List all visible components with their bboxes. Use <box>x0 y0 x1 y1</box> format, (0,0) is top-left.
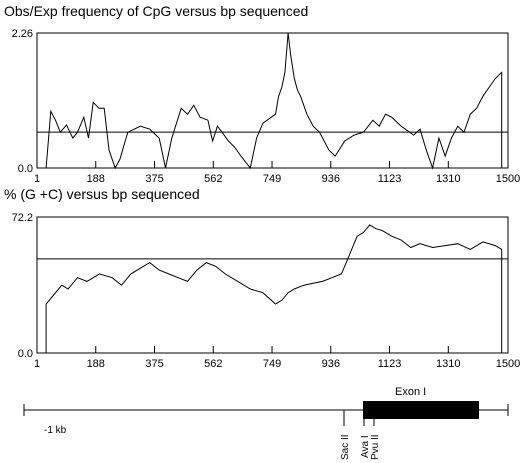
chart2-xtick-label: 749 <box>263 358 281 370</box>
chart2-ytick-label: 0.0 <box>18 348 33 360</box>
chart2-xtick-label: 188 <box>87 358 105 370</box>
gene-map: -1 kb Exon I Sac II Ava I Pvu II <box>23 386 509 460</box>
chart1-xtick-label: 1500 <box>496 173 520 185</box>
chart2-xtick-label: 375 <box>145 358 163 370</box>
chart2-xtick-label: 1 <box>34 358 40 370</box>
chart1-plot: 1 188 375 562 749 936 1123 1310 1500 0.0 2.26 <box>12 28 520 185</box>
site-label-pvu2: Pvu II <box>370 434 381 460</box>
chart2-xtick-label: 1500 <box>496 358 520 370</box>
chart2-xtick-label: 1310 <box>436 358 460 370</box>
site-label-ava1: Ava I <box>360 435 371 458</box>
chart1-xtick-label: 749 <box>263 173 281 185</box>
exon-label: Exon I <box>395 386 426 398</box>
chart1-xtick-label: 936 <box>322 173 340 185</box>
map-start-label: -1 kb <box>44 425 67 436</box>
chart1-xtick-label: 1 <box>34 173 40 185</box>
chart1-ytick-label: 0.0 <box>18 163 33 175</box>
chart1-xtick-label: 1123 <box>378 173 402 185</box>
chart1-xtick-label: 375 <box>145 173 163 185</box>
chart1-series-line <box>45 32 503 170</box>
chart2-xtick-label: 936 <box>322 358 340 370</box>
chart1-ytick-label: 2.26 <box>12 28 33 40</box>
chart2-title: % (G +C) versus bp sequenced <box>4 186 200 202</box>
chart2-xtick-label: 562 <box>204 358 222 370</box>
chart2-series-line <box>45 224 503 353</box>
chart2-xtick-label: 1123 <box>378 358 402 370</box>
chart1-xtick-label: 188 <box>87 173 105 185</box>
chart2-frame <box>36 216 509 354</box>
site-label-sac2: Sac II <box>340 434 351 460</box>
exon-box <box>363 401 479 419</box>
chart2-ytick-label: 72.2 <box>12 212 33 224</box>
chart2-plot: 1 188 375 562 749 936 1123 1310 1500 0.0 72.2 <box>12 212 520 370</box>
chart1-title: Obs/Exp frequency of CpG versus bp seque… <box>4 3 308 19</box>
chart1-xtick-label: 1310 <box>436 173 460 185</box>
chart1-xtick-label: 562 <box>204 173 222 185</box>
